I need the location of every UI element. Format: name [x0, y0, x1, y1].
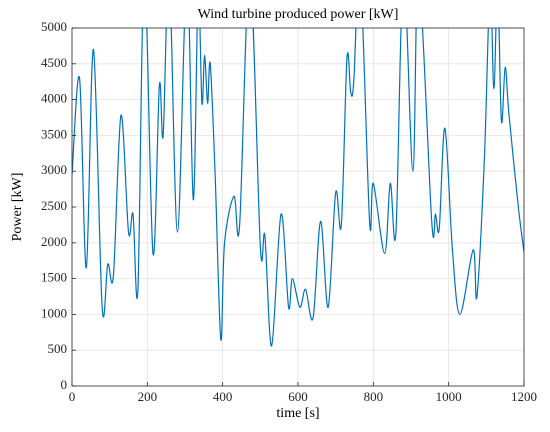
- y-tick-label: 2500: [41, 198, 67, 213]
- data-line: [72, 28, 524, 347]
- y-tick-label: 5000: [41, 19, 67, 34]
- y-tick-label: 4500: [41, 55, 67, 70]
- x-tick-label: 1200: [511, 389, 537, 404]
- y-tick-label: 1000: [41, 305, 67, 320]
- y-axis-label: Power [kW]: [10, 173, 25, 242]
- y-tick-label: 2000: [41, 234, 67, 249]
- chart-title: Wind turbine produced power [kW]: [198, 7, 399, 22]
- y-tick-label: 1500: [41, 270, 67, 285]
- y-tick-label: 4000: [41, 91, 67, 106]
- x-tick-label: 800: [364, 389, 384, 404]
- y-tick-label: 0: [61, 377, 68, 392]
- x-tick-label: 400: [213, 389, 233, 404]
- y-tick-label: 3500: [41, 126, 67, 141]
- y-tick-label: 500: [48, 341, 68, 356]
- x-tick-label: 200: [138, 389, 158, 404]
- y-tick-label: 3000: [41, 162, 67, 177]
- x-axis-label: time [s]: [276, 406, 319, 421]
- x-tick-label: 600: [288, 389, 308, 404]
- x-tick-label: 0: [69, 389, 76, 404]
- x-tick-label: 1000: [436, 389, 462, 404]
